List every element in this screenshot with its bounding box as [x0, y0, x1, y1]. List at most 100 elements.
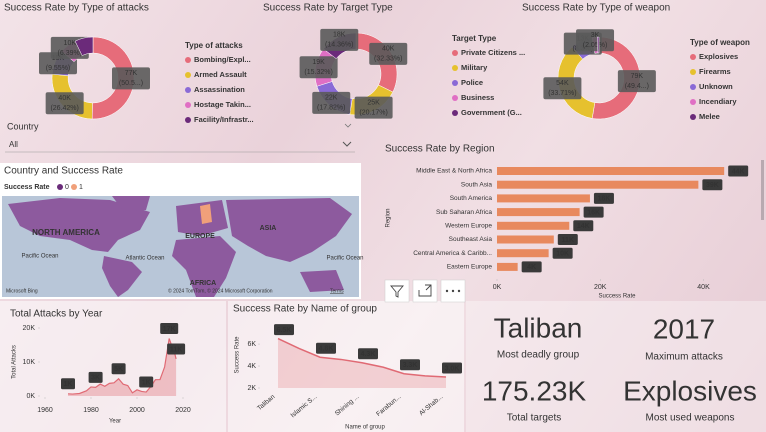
legend-label: Assassination: [194, 85, 245, 94]
slicer-label: Country: [7, 121, 39, 131]
data-label-box: [552, 247, 573, 259]
map-legend-title: Success Rate: [4, 184, 50, 191]
legend-label: Bombing/Expl...: [194, 55, 251, 64]
filter-button[interactable]: [384, 279, 410, 303]
bar: [497, 208, 580, 217]
bar: [497, 262, 518, 271]
legend-label: Incendiary: [699, 97, 737, 106]
card-value: 2017: [653, 313, 715, 344]
data-label: 5K: [114, 366, 123, 373]
legend-swatch: [185, 72, 191, 78]
data-label: 44K: [732, 168, 745, 175]
data-label-box: [167, 343, 186, 355]
x-tick-label: 0K: [493, 284, 502, 291]
legend-swatch: [57, 184, 63, 190]
visual-toolbar: [384, 279, 466, 303]
data-label-percent: (32.33%): [374, 56, 402, 63]
data-label-box: [139, 376, 154, 388]
data-label-box: [728, 165, 749, 177]
map-label: ASIA: [260, 225, 277, 232]
data-label: 4K: [527, 264, 536, 271]
map-label: AFRICA: [190, 280, 216, 287]
card-value: Taliban: [494, 312, 583, 343]
map-label: Atlantic Ocean: [125, 256, 164, 262]
data-label: 1K: [64, 381, 73, 388]
map-label: Pacific Ocean: [21, 254, 58, 260]
data-label: 10K: [556, 251, 569, 258]
land: [200, 204, 212, 224]
data-label-box: [617, 70, 656, 93]
data-label: 1K: [142, 379, 151, 386]
legend-swatch: [452, 65, 458, 71]
data-label: 14K: [577, 223, 590, 230]
data-label-box: [299, 56, 338, 79]
data-label-percent: (17.82%): [317, 105, 345, 112]
legend-swatch: [185, 117, 191, 123]
y-tick-label: Eastern Europe: [447, 264, 493, 271]
data-label: 11K: [562, 237, 574, 244]
card-label: Total targets: [507, 413, 561, 424]
y-tick-label: 4K: [247, 363, 256, 370]
focus-button[interactable]: [412, 279, 438, 303]
legend-label: Firearms: [699, 67, 731, 76]
data-label-box: [45, 92, 84, 115]
legend-label: 1: [79, 184, 83, 191]
map-title: Country and Success Rate: [4, 166, 123, 177]
y-tick-label: South Asia: [461, 181, 492, 188]
slicer-chevron[interactable]: [342, 141, 352, 147]
data-label-box: [312, 91, 351, 114]
bar: [497, 180, 699, 189]
chart-title: Success Rate by Region: [385, 144, 495, 155]
filter-icon: [390, 285, 404, 298]
x-tick-label: 20K: [594, 284, 607, 291]
map-attribution: © 2024 TomTom, © 2024 Microsoft Corporat…: [168, 287, 273, 294]
legend-swatch: [690, 69, 696, 75]
legend-label: Hostage Takin...: [194, 100, 251, 109]
data-label: 16K: [587, 209, 600, 216]
data-label-box: [573, 220, 594, 232]
data-label: 17K: [163, 326, 176, 333]
bar: [497, 194, 590, 203]
chart-title: Success Rate by Type of attacks: [4, 3, 149, 14]
donut-slice: [74, 36, 94, 56]
slicer-chevron[interactable]: [344, 123, 352, 128]
card-label: Maximum attacks: [645, 352, 723, 363]
y-axis-title: Region: [386, 208, 392, 227]
y-tick-label: Southeast Asia: [449, 236, 493, 243]
data-label-percent: (20.17%): [359, 110, 387, 117]
map-label: NORTH AMERICA: [32, 228, 100, 237]
data-label-box: [442, 362, 462, 374]
chart-title: Success Rate by Target Type: [263, 3, 393, 14]
x-axis-title: Year: [109, 419, 121, 425]
data-label-percent: (26.42%): [50, 105, 78, 112]
line: [67, 338, 177, 395]
data-label: 3.0K: [445, 365, 460, 372]
data-label: 40K: [382, 46, 395, 53]
scrollbar[interactable]: [761, 160, 764, 220]
data-label: 40K: [58, 95, 71, 102]
card-label: Most used weapons: [646, 413, 735, 424]
map[interactable]: [2, 196, 359, 297]
data-label: 6.5K: [277, 327, 292, 334]
legend-swatch: [71, 184, 77, 190]
data-label-box: [320, 28, 359, 51]
y-tick-label: 20K: [23, 325, 36, 332]
legend-title: Target Type: [452, 34, 497, 43]
slicer-value[interactable]: All: [9, 140, 18, 149]
land: [112, 196, 150, 212]
data-label-box: [400, 359, 420, 371]
y-tick-label: 0K: [26, 393, 35, 400]
map-logo: Microsoft Bing: [6, 288, 38, 294]
chart-title: Success Rate by Name of group: [233, 304, 377, 315]
legend-label: Police: [461, 78, 483, 87]
cards-panel: [466, 301, 766, 432]
data-label-box: [557, 234, 578, 245]
data-label-percent: (6.39%): [58, 50, 83, 57]
data-label: 3K: [91, 375, 100, 382]
data-label-percent: (2.05%): [583, 42, 608, 49]
legend-label: Facility/Infrastr...: [194, 115, 254, 124]
data-label-percent: (15.32%): [304, 69, 332, 76]
y-tick-label: Central America & Caribb...: [413, 250, 492, 257]
focus-icon: [418, 284, 432, 297]
